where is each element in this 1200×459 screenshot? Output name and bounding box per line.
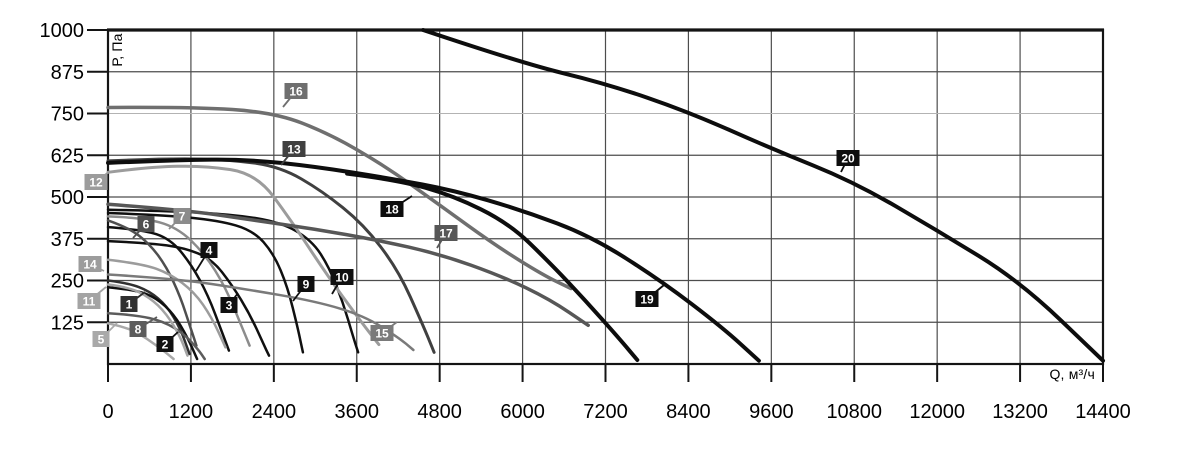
- curve-3: [106, 239, 271, 357]
- axis-ticks: [87, 29, 1104, 382]
- curve-17: [106, 202, 590, 328]
- curve-label-text-15: 15: [375, 327, 389, 341]
- curve-label-badge-7: [173, 208, 191, 224]
- curve-label-badge-11: [77, 293, 101, 309]
- curve-label-text-6: 6: [143, 218, 150, 232]
- curve-label-badge-4: [200, 242, 218, 258]
- curve-label-text-2: 2: [162, 338, 169, 352]
- curve-label-badge-16: [284, 83, 308, 99]
- x-tick-label: 14400: [1075, 401, 1131, 423]
- x-tick-label: 7200: [583, 401, 628, 423]
- curve-label-text-19: 19: [640, 293, 654, 307]
- curve-label-badge-9: [297, 276, 315, 292]
- y-tick-label: 750: [51, 104, 84, 126]
- curve-label-text-7: 7: [179, 210, 186, 224]
- y-tick-label: 375: [51, 229, 84, 251]
- curve-label-badge-12: [84, 174, 108, 190]
- curve-label-badge-14: [78, 256, 102, 272]
- curve-label-badge-10: [330, 269, 354, 285]
- x-tick-label: 2400: [252, 401, 297, 423]
- curve-label-badge-2: [156, 336, 174, 352]
- curve-label-badge-6: [137, 216, 155, 232]
- y-tick-label: 625: [51, 145, 84, 167]
- x-tick-label: 4800: [417, 401, 462, 423]
- y-tick-label: 500: [51, 187, 84, 209]
- curve-label-text-10: 10: [335, 271, 349, 285]
- x-tick-label: 9600: [749, 401, 794, 423]
- curve-12: [106, 164, 381, 347]
- x-tick-label: 3600: [335, 401, 380, 423]
- curve-8: [106, 311, 206, 361]
- y-axis-title: Р, Па: [109, 33, 125, 67]
- curve-label-text-1: 1: [126, 298, 133, 312]
- x-tick-label: 1200: [169, 401, 214, 423]
- curve-label-badge-20: [836, 150, 860, 166]
- x-tick-label: 12000: [909, 401, 965, 423]
- curve-label-badge-19: [635, 291, 659, 307]
- curve-label-text-3: 3: [226, 299, 233, 313]
- curve-label-text-9: 9: [303, 278, 310, 292]
- y-tick-label: 250: [51, 271, 84, 293]
- curve-label-text-16: 16: [289, 85, 303, 99]
- curve-label-badge-3: [220, 297, 238, 313]
- curve-4: [106, 225, 231, 352]
- y-tick-label: 125: [51, 312, 84, 334]
- curve-label-text-5: 5: [98, 333, 105, 347]
- curve-label-text-8: 8: [135, 323, 142, 337]
- grid: [107, 29, 1104, 365]
- curve-label-text-14: 14: [83, 258, 97, 272]
- curve-19: [106, 157, 761, 363]
- x-tick-labels: 0 1200 2400 3600 4800 6000 7200 8400 9600 10800 12…: [102, 401, 1130, 423]
- y-tick-label: 875: [51, 62, 84, 84]
- curve-label-badge-1: [120, 296, 138, 312]
- curve-label-text-12: 12: [89, 176, 103, 190]
- y-tick-labels: 1000 875 750 625 500 375 250 125: [40, 20, 85, 334]
- x-tick-label: 6000: [500, 401, 545, 423]
- curve-label-badge-5: [92, 331, 110, 347]
- curve-label-text-17: 17: [439, 227, 453, 241]
- x-tick-label: 13200: [992, 401, 1048, 423]
- curve-label-text-4: 4: [206, 244, 213, 258]
- curve-label-text-13: 13: [287, 143, 301, 157]
- curve-18: [345, 171, 640, 362]
- curve-6: [106, 219, 198, 347]
- curve-1: [106, 279, 191, 356]
- curve-16: [106, 105, 573, 291]
- y-tick-label: 1000: [40, 20, 85, 42]
- curve-label-text-18: 18: [385, 203, 399, 217]
- curve-label-text-20: 20: [841, 152, 855, 166]
- curve-11: [106, 283, 189, 357]
- x-tick-label: 0: [102, 401, 113, 423]
- curve-label-badge-13: [282, 141, 306, 157]
- curve-label-badge-15: [370, 325, 394, 341]
- x-axis-title: Q, м³/ч: [1049, 366, 1095, 382]
- curve-label-badge-8: [129, 321, 147, 337]
- curve-label-text-11: 11: [83, 295, 96, 309]
- curve-label-badge-18: [380, 201, 404, 217]
- curve-14: [106, 258, 227, 349]
- curve-label-badge-17: [434, 225, 458, 241]
- x-tick-label: 10800: [826, 401, 882, 423]
- curve-20: [421, 28, 1105, 363]
- x-tick-label: 8400: [666, 401, 711, 423]
